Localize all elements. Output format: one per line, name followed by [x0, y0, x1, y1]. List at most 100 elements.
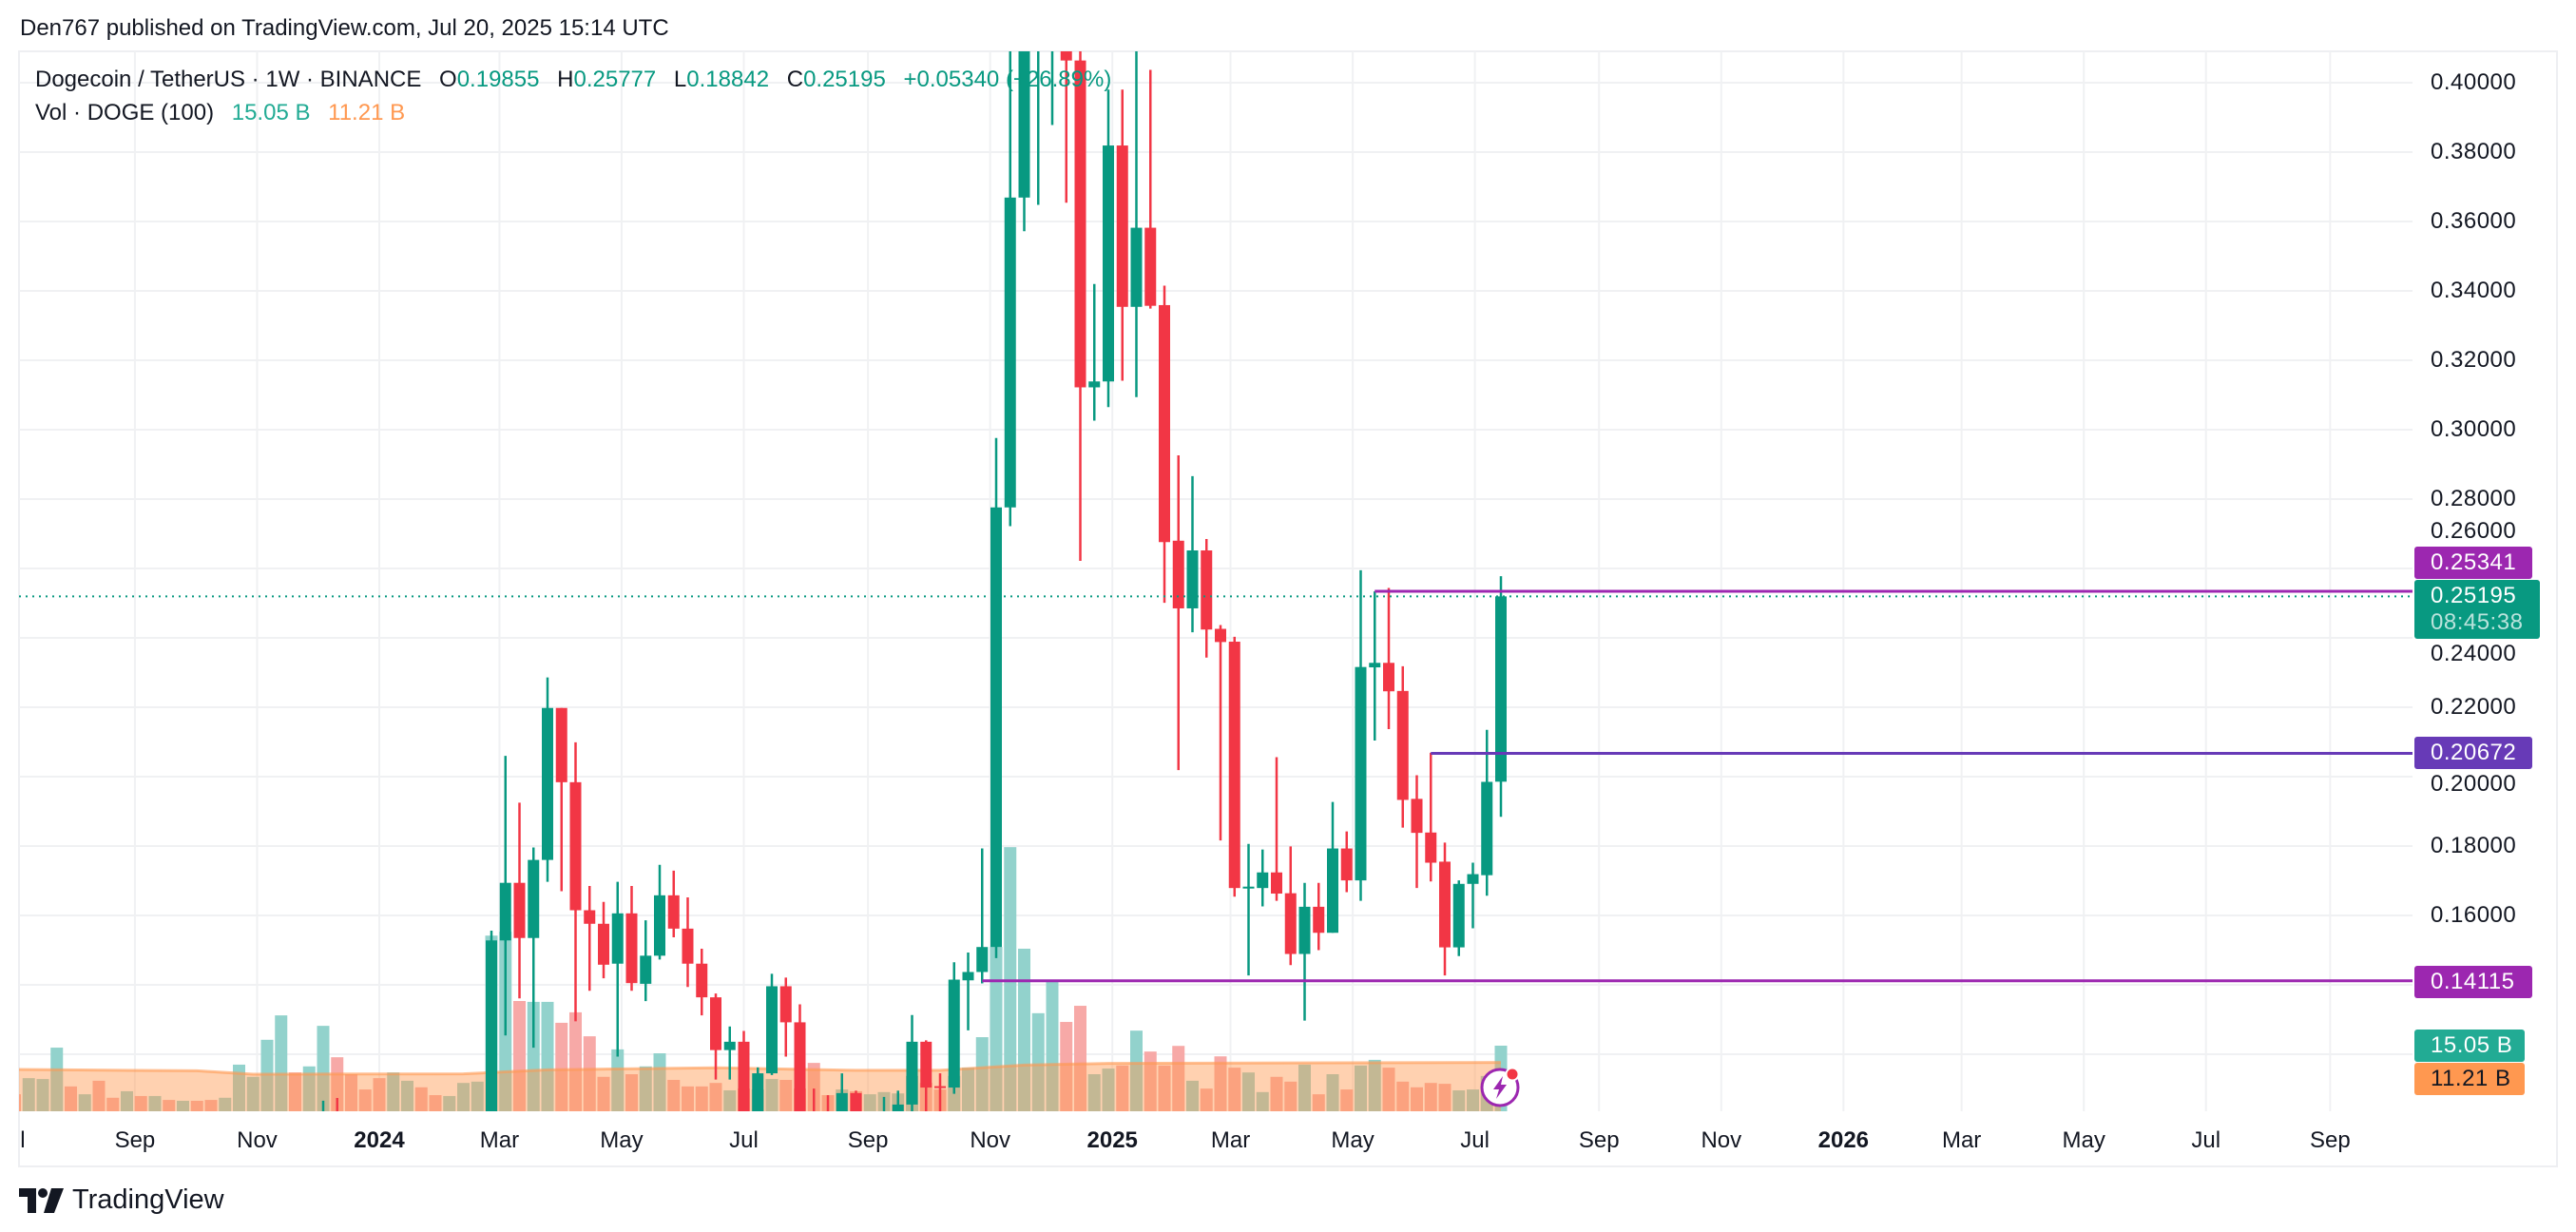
change-value: +0.05340 (+26.89%)	[903, 67, 1112, 92]
symbol-legend[interactable]: Dogecoin / TetherUS · 1W · BINANCE O0.19…	[35, 67, 1111, 93]
candle	[1172, 455, 1184, 771]
volume-bar	[555, 1022, 568, 1111]
volume-bar	[50, 1048, 64, 1111]
volume-bar	[289, 1072, 301, 1111]
time-axis[interactable]: Jul Sep Nov 2024 Mar May Jul Sep Nov 2025 Mar May Ju…	[19, 1114, 2413, 1165]
volume-bar	[317, 1026, 330, 1111]
volume-bar	[695, 1086, 708, 1111]
candle-body	[738, 1041, 750, 1111]
candle-body	[1047, 0, 1058, 30]
candle-body	[962, 972, 974, 981]
volume-bar	[1438, 1084, 1451, 1111]
candle	[976, 848, 989, 984]
horizontal-levels[interactable]	[19, 589, 2413, 983]
candle	[499, 756, 511, 1036]
volume-bar	[513, 1000, 526, 1111]
candle-body	[1452, 883, 1465, 948]
volume-bar	[1424, 1083, 1437, 1111]
candle	[1369, 591, 1381, 741]
price-axis-label: 0.32000	[2431, 347, 2517, 373]
candle-body	[1004, 197, 1016, 508]
candle-body	[1425, 832, 1437, 863]
price-axis-label: 0.28000	[2431, 486, 2517, 511]
volume-bar	[163, 1100, 176, 1111]
candle-body	[906, 1041, 918, 1105]
candle-body	[542, 707, 553, 860]
volume-bar	[611, 1049, 625, 1111]
candle-body	[1355, 666, 1367, 881]
level-tag-high: 0.25341	[2414, 547, 2532, 579]
time-axis-label: Nov	[970, 1127, 1011, 1153]
candle-body	[1186, 550, 1199, 608]
candle	[1425, 752, 1437, 882]
volume-bar	[443, 1095, 456, 1111]
candle	[402, 1179, 413, 1206]
candle-body	[1228, 642, 1240, 889]
candle-body	[1103, 145, 1114, 382]
price-axis-label: 0.40000	[2431, 69, 2517, 95]
candle-body	[976, 947, 989, 972]
price-axis-label: 0.22000	[2431, 694, 2517, 720]
candle-body	[1481, 781, 1493, 876]
volume-legend[interactable]: Vol · DOGE (100) 15.05 B 11.21 B	[35, 100, 405, 126]
candle	[444, 1168, 455, 1203]
candle-body	[625, 913, 638, 984]
price-axis-label: 0.18000	[2431, 833, 2517, 858]
candle-body	[430, 1197, 441, 1201]
volume-bar	[625, 1074, 638, 1111]
candle-body	[10, 1228, 21, 1232]
lightning-icon[interactable]	[1479, 1067, 1521, 1108]
candle-body	[779, 986, 792, 1023]
candle	[654, 864, 665, 960]
candle-body	[836, 1092, 848, 1111]
volume-bar	[1368, 1059, 1381, 1111]
volume-bar	[92, 1080, 106, 1111]
volume-bars	[19, 847, 1508, 1111]
candle-body	[1159, 304, 1170, 543]
candle	[1037, 51, 1040, 205]
candle	[542, 677, 553, 882]
open-value: 0.19855	[456, 67, 540, 92]
candle	[1004, 51, 1016, 527]
candle	[682, 897, 694, 988]
candle	[1103, 89, 1114, 408]
candle-body	[1144, 227, 1157, 306]
candle-body	[486, 940, 497, 1111]
volume-bar	[1355, 1065, 1367, 1111]
candle	[1481, 729, 1493, 896]
candle-body	[1172, 540, 1184, 608]
volume-bar	[990, 947, 1003, 1111]
candle	[1215, 625, 1226, 841]
candle	[1396, 665, 1409, 828]
candle	[920, 1040, 932, 1111]
tradingview-logo[interactable]: TradingView	[19, 1184, 224, 1216]
volume-bar	[1186, 1080, 1199, 1111]
candle	[1411, 775, 1423, 889]
volume-bar	[1102, 1068, 1115, 1111]
volume-bar	[1284, 1081, 1298, 1111]
candle-body	[920, 1041, 932, 1088]
price-axis-label: 0.24000	[2431, 641, 2517, 666]
volume-bar	[1270, 1076, 1283, 1111]
time-axis-label: May	[1331, 1127, 1375, 1153]
time-axis-label: Nov	[1701, 1127, 1742, 1153]
candle	[415, 1183, 427, 1200]
volume-bar	[1396, 1081, 1410, 1111]
candle	[625, 885, 638, 991]
volume-bar	[975, 1037, 989, 1111]
candle-body	[444, 1172, 455, 1200]
candle-body	[1298, 906, 1311, 954]
volume-bar	[1242, 1072, 1255, 1111]
volume-bar	[541, 1001, 554, 1111]
volume-bar	[723, 1089, 737, 1111]
volume-bar	[667, 1079, 681, 1111]
candle-body	[1383, 663, 1394, 692]
volume-bar	[65, 1086, 77, 1111]
price-axis-label: 0.34000	[2431, 278, 2517, 303]
candle	[555, 707, 567, 892]
candle	[1271, 757, 1282, 901]
candle-body	[1130, 227, 1143, 307]
volume-bar	[36, 1079, 49, 1111]
volume-bar	[414, 1087, 428, 1111]
